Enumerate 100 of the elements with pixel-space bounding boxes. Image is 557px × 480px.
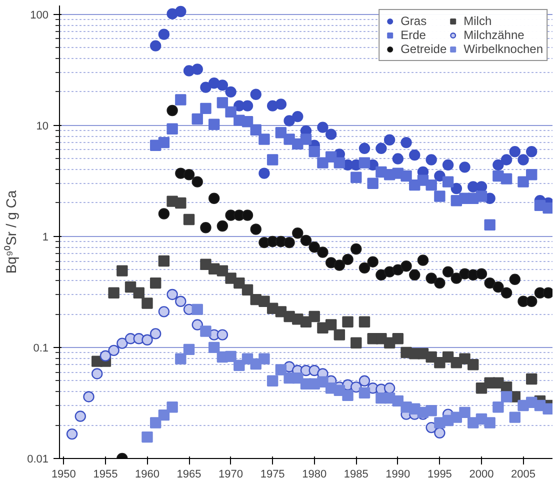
legend-label: Milchzähne xyxy=(464,28,524,42)
point xyxy=(116,265,128,276)
point xyxy=(108,287,120,298)
point xyxy=(325,319,337,330)
point xyxy=(242,100,254,112)
point xyxy=(216,97,228,108)
point xyxy=(175,94,186,106)
point xyxy=(150,417,162,428)
x-tick-label: 2005 xyxy=(511,468,536,480)
point xyxy=(266,154,278,166)
point xyxy=(266,375,278,386)
point xyxy=(175,197,186,209)
point xyxy=(200,82,212,93)
point xyxy=(216,265,228,276)
x-tick-label: 1995 xyxy=(427,468,452,480)
point xyxy=(166,123,178,134)
point xyxy=(476,190,488,202)
point xyxy=(208,342,220,354)
point xyxy=(409,269,420,280)
point xyxy=(158,136,170,148)
point xyxy=(492,159,504,171)
point xyxy=(183,344,195,356)
point xyxy=(158,255,170,267)
y-tick-label: 0.01 xyxy=(27,454,49,466)
point xyxy=(450,182,462,194)
point xyxy=(275,98,287,110)
point xyxy=(225,106,236,118)
point xyxy=(459,406,470,418)
point xyxy=(308,310,320,322)
point xyxy=(468,359,479,370)
point xyxy=(392,264,404,276)
point xyxy=(292,228,304,239)
point xyxy=(426,272,437,284)
point xyxy=(216,80,228,91)
point xyxy=(376,269,387,280)
point xyxy=(192,304,203,316)
y-tick-label: 1 xyxy=(42,231,49,244)
y-axis-title: Bq⁹⁰Sr / g Ca xyxy=(3,190,20,274)
point xyxy=(216,220,228,232)
legend-label: Milch xyxy=(464,14,492,28)
x-tick-label: 1950 xyxy=(51,468,76,480)
point xyxy=(518,176,529,188)
point xyxy=(484,219,496,230)
point xyxy=(459,162,470,173)
point xyxy=(350,172,362,183)
point xyxy=(216,329,228,340)
point xyxy=(526,146,538,158)
point xyxy=(500,287,512,298)
point xyxy=(358,262,370,274)
point xyxy=(142,431,153,443)
point xyxy=(183,214,195,226)
point xyxy=(192,113,203,125)
x-tick-label: 1985 xyxy=(344,468,368,480)
point xyxy=(258,353,270,364)
point xyxy=(358,387,370,398)
point xyxy=(334,157,346,168)
point xyxy=(426,404,437,416)
point xyxy=(258,296,270,307)
point xyxy=(492,281,504,293)
point xyxy=(300,234,312,246)
point xyxy=(317,376,328,388)
point xyxy=(200,102,212,114)
point xyxy=(434,170,446,182)
point xyxy=(426,154,437,166)
point xyxy=(158,306,170,318)
point xyxy=(150,40,162,52)
legend-label: Erde xyxy=(400,28,426,42)
point xyxy=(250,224,262,235)
point xyxy=(518,154,529,166)
point xyxy=(492,402,504,413)
point xyxy=(192,319,203,330)
point xyxy=(74,410,86,422)
point xyxy=(392,333,404,344)
point xyxy=(417,254,429,266)
point xyxy=(392,153,404,164)
point xyxy=(509,412,520,423)
point xyxy=(158,208,170,220)
point xyxy=(108,344,120,356)
point xyxy=(500,173,512,184)
y-tick-label: 0.1 xyxy=(33,342,49,354)
point xyxy=(166,104,178,116)
point xyxy=(509,146,520,158)
point xyxy=(92,368,103,380)
point xyxy=(142,334,153,346)
point xyxy=(526,296,538,307)
point xyxy=(284,115,295,126)
point xyxy=(308,242,320,253)
point xyxy=(317,246,328,258)
point xyxy=(183,169,195,180)
point xyxy=(234,277,245,289)
point xyxy=(158,28,170,40)
point xyxy=(166,402,178,413)
x-tick-label: 1955 xyxy=(93,468,118,480)
point xyxy=(258,134,270,145)
legend-label: Getreide xyxy=(400,42,447,56)
point xyxy=(384,134,396,146)
point xyxy=(434,427,446,438)
point xyxy=(175,296,186,307)
point xyxy=(116,338,128,349)
point xyxy=(450,272,462,284)
